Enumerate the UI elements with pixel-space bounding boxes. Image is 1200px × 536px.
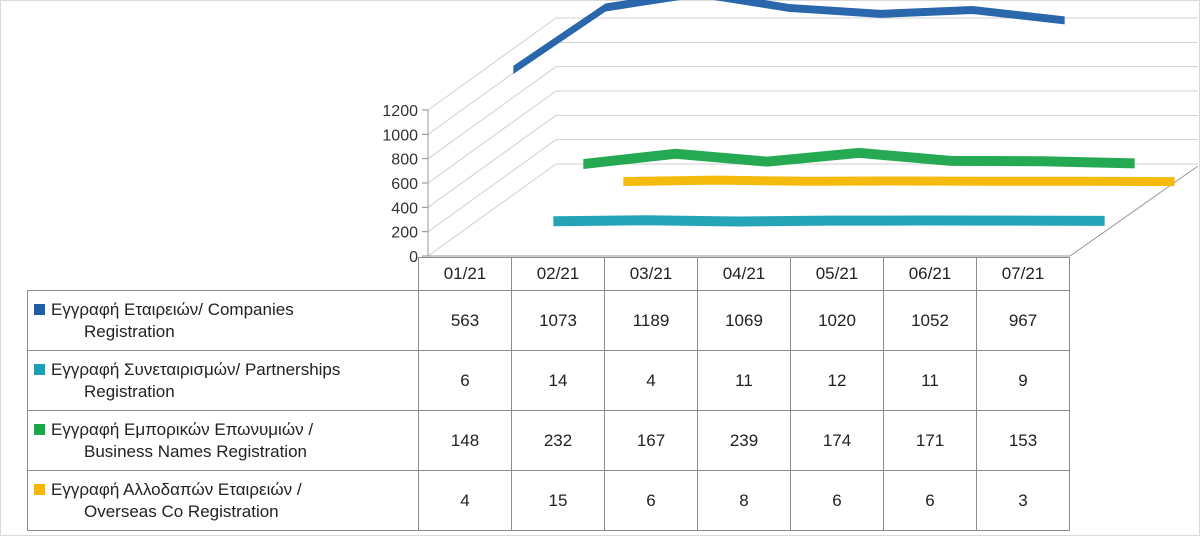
data-cell: 3 xyxy=(976,470,1070,531)
grid-line-side xyxy=(427,163,557,257)
data-cell: 153 xyxy=(976,410,1070,471)
grid-line-side xyxy=(427,66,557,160)
data-cell: 11 xyxy=(697,350,791,411)
table-row-overseas: Εγγραφή Αλλοδαπών Εταιρειών / Overseas Co… xyxy=(27,470,1070,531)
y-tick-label: 200 xyxy=(391,225,418,242)
series-ribbons xyxy=(513,0,1175,227)
data-cell: 1069 xyxy=(697,290,791,351)
y-tick-label: 1200 xyxy=(382,103,418,120)
legend-key-partnerships xyxy=(34,363,45,375)
grid-line-side xyxy=(427,17,557,111)
data-cell: 1020 xyxy=(790,290,884,351)
category-label: 06/21 xyxy=(883,257,977,291)
grid-line-side xyxy=(427,114,557,208)
series-label-overseas: Εγγραφή Αλλοδαπών Εταιρειών / Overseas Co… xyxy=(27,470,419,531)
category-label: 04/21 xyxy=(697,257,791,291)
data-cell: 8 xyxy=(697,470,791,531)
category-label: 01/21 xyxy=(418,257,512,291)
data-cell: 15 xyxy=(511,470,605,531)
data-cell: 1073 xyxy=(511,290,605,351)
y-tick-label: 800 xyxy=(391,152,418,169)
data-cell: 967 xyxy=(976,290,1070,351)
data-cell: 1189 xyxy=(604,290,698,351)
data-cell: 9 xyxy=(976,350,1070,411)
series-ribbon xyxy=(553,215,1105,227)
series-ribbon xyxy=(583,147,1135,170)
y-tick-label: 400 xyxy=(391,200,418,217)
data-cell: 11 xyxy=(883,350,977,411)
legend-key-companies xyxy=(34,303,45,315)
floor-right-edge xyxy=(1069,165,1199,257)
series-label-companies: Εγγραφή Εταιρειών/ Companies Registration xyxy=(27,290,419,351)
table-header-row: 01/21 02/21 03/21 04/21 05/21 06/21 07/2… xyxy=(28,257,1070,291)
category-label: 05/21 xyxy=(790,257,884,291)
chart-walls xyxy=(422,17,1199,257)
series-ribbon xyxy=(623,175,1175,187)
y-tick-label: 0 xyxy=(409,249,418,266)
data-cell: 563 xyxy=(418,290,512,351)
data-cell: 4 xyxy=(418,470,512,531)
series-ribbon xyxy=(513,0,1065,74)
series-label-partnerships: Εγγραφή Συνεταιρισμών/ Partnerships Regis… xyxy=(27,350,419,411)
data-cell: 6 xyxy=(604,470,698,531)
data-cell: 232 xyxy=(511,410,605,471)
data-table: 01/21 02/21 03/21 04/21 05/21 06/21 07/2… xyxy=(27,257,1070,531)
data-cell: 6 xyxy=(790,470,884,531)
legend-key-overseas xyxy=(34,483,45,495)
table-row-partnerships: Εγγραφή Συνεταιρισμών/ Partnerships Regis… xyxy=(27,350,1070,411)
data-cell: 14 xyxy=(511,350,605,411)
data-cell: 171 xyxy=(883,410,977,471)
y-tick-label: 1000 xyxy=(382,127,418,144)
category-label: 02/21 xyxy=(511,257,605,291)
category-label: 07/21 xyxy=(976,257,1070,291)
table-corner xyxy=(28,258,419,291)
grid-line-side xyxy=(427,139,557,233)
data-cell: 239 xyxy=(697,410,791,471)
y-tick-label: 600 xyxy=(391,176,418,193)
series-label-business-names: Εγγραφή Εμπορικών Επωνυμιών / Business Na… xyxy=(27,410,419,471)
data-cell: 1052 xyxy=(883,290,977,351)
y-axis: 0 200 400 600 800 1000 1200 xyxy=(382,103,418,266)
data-cell: 167 xyxy=(604,410,698,471)
data-cell: 148 xyxy=(418,410,512,471)
grid-line-side xyxy=(427,90,557,184)
table-row-business-names: Εγγραφή Εμπορικών Επωνυμιών / Business Na… xyxy=(27,410,1070,471)
data-cell: 6 xyxy=(883,470,977,531)
table-row-companies: Εγγραφή Εταιρειών/ Companies Registration… xyxy=(27,290,1070,351)
category-label: 03/21 xyxy=(604,257,698,291)
data-cell: 12 xyxy=(790,350,884,411)
data-cell: 6 xyxy=(418,350,512,411)
data-cell: 174 xyxy=(790,410,884,471)
data-cell: 4 xyxy=(604,350,698,411)
legend-key-business-names xyxy=(34,423,45,435)
